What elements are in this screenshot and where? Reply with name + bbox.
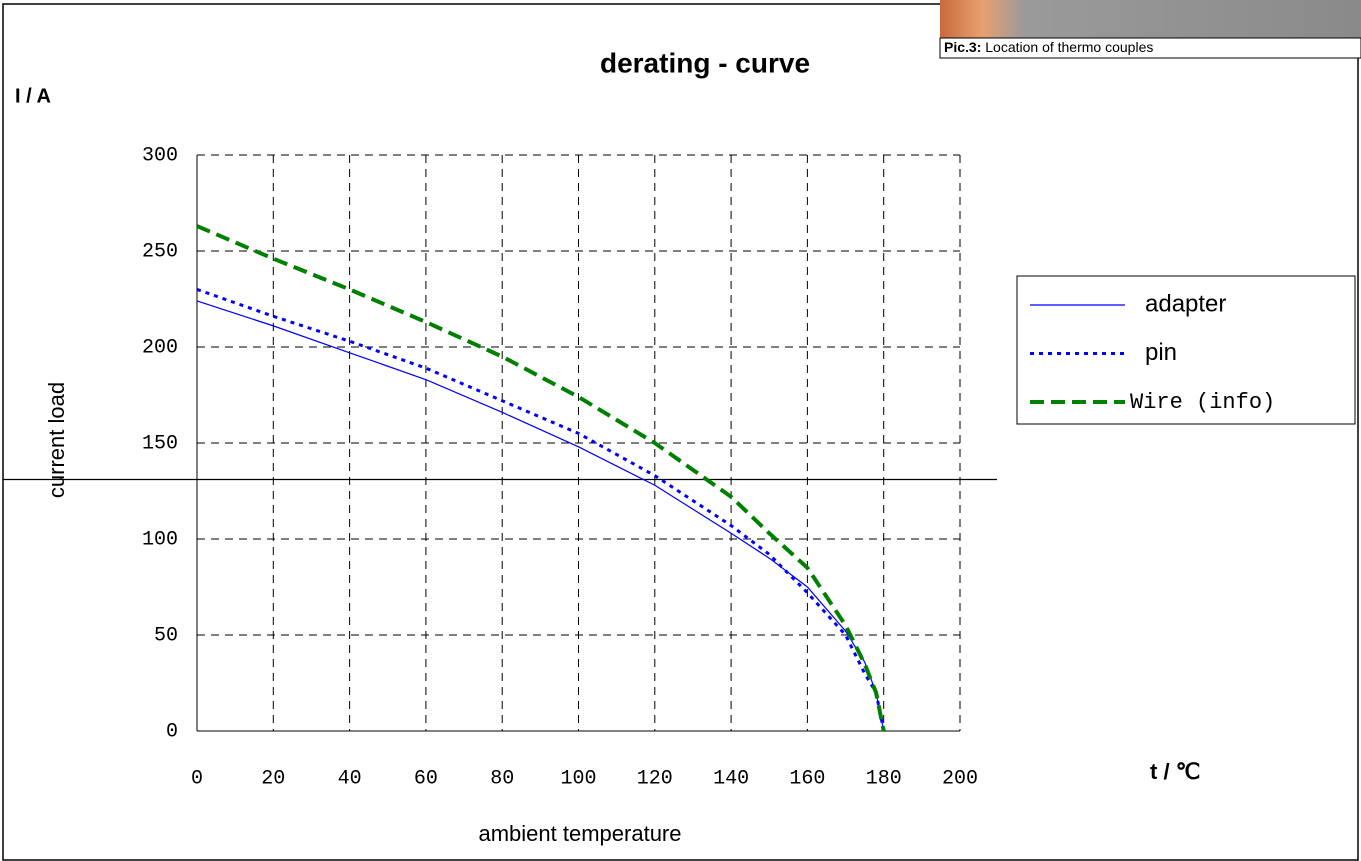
legend-label: adapter (1145, 290, 1226, 317)
x-tick-label: 100 (560, 767, 596, 790)
legend-label: pin (1145, 339, 1177, 366)
x-tick-label: 140 (713, 767, 749, 790)
y-unit: I / A (15, 85, 51, 107)
caption-label: Pic.3: (944, 39, 981, 55)
y-tick-label: 250 (142, 240, 178, 263)
frame (2, 3, 1359, 861)
series-line (196, 287, 886, 732)
x-tick-label: 120 (637, 767, 673, 790)
legend-box (1016, 275, 1356, 425)
legend-label: Wire (info) (1130, 390, 1275, 415)
caption: Pic.3: Location of thermo couples (944, 39, 1153, 55)
y-tick-label: 200 (142, 336, 178, 359)
x-tick-label: 160 (789, 767, 825, 790)
y-tick-label: 150 (142, 432, 178, 455)
x-tick-label: 60 (414, 767, 438, 790)
y-tick-label: 300 (142, 144, 178, 167)
chart-title: derating - curve (600, 47, 810, 78)
x-axis-label: ambient temperature (479, 821, 682, 846)
x-tick-label: 40 (338, 767, 362, 790)
caption-text: Location of thermo couples (985, 39, 1153, 55)
caption-box (939, 37, 1361, 59)
series-line (196, 224, 886, 732)
series-line (196, 300, 885, 732)
x-unit: t / ℃ (1150, 759, 1200, 784)
y-tick-label: 50 (154, 624, 178, 647)
y-axis-label: current load (44, 382, 69, 498)
x-tick-label: 20 (261, 767, 285, 790)
y-tick-label: 100 (142, 528, 178, 551)
x-tick-label: 0 (191, 767, 203, 790)
photo (940, 0, 1361, 38)
x-tick-label: 180 (866, 767, 902, 790)
x-tick-label: 200 (942, 767, 978, 790)
x-tick-label: 80 (490, 767, 514, 790)
y-tick-label: 0 (166, 720, 178, 743)
